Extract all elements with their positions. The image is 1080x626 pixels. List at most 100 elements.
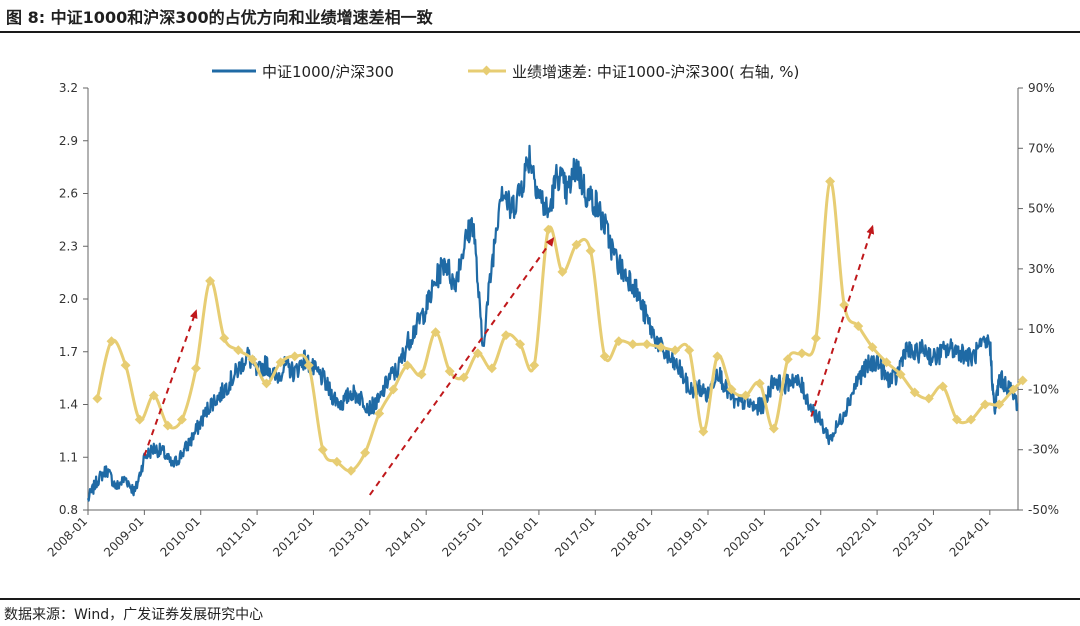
y-right-tick-label: 70% — [1028, 141, 1055, 155]
x-tick-label: 2013-01 — [327, 514, 372, 559]
growth-point-marker — [980, 399, 991, 410]
x-tick-label: 2019-01 — [665, 514, 710, 559]
growth-point-marker — [529, 360, 540, 371]
growth-point-marker — [148, 390, 159, 401]
growth-point-marker — [317, 444, 328, 455]
growth-point-marker — [951, 414, 962, 425]
growth-point-marker — [670, 345, 681, 356]
growth-point-marker — [205, 275, 216, 286]
title-divider — [0, 31, 1080, 33]
x-tick-label: 2020-01 — [721, 514, 766, 559]
growth-point-marker — [106, 336, 117, 347]
y-right-tick-label: -30% — [1028, 443, 1059, 457]
x-tick-label: 2009-01 — [101, 514, 146, 559]
growth-point-marker — [599, 351, 610, 362]
y-right-tick-label: -50% — [1028, 503, 1059, 517]
growth-point-marker — [501, 330, 511, 341]
y-left-tick-label: 1.7 — [59, 345, 78, 359]
growth-point-marker — [360, 447, 371, 458]
x-tick-label: 2018-01 — [608, 514, 653, 559]
growth-point-marker — [613, 336, 624, 347]
growth-point-marker — [909, 387, 920, 398]
x-tick-label: 2023-01 — [890, 514, 935, 559]
legend-ratio-label: 中证1000/沪深300 — [262, 63, 394, 81]
growth-point-marker — [839, 300, 850, 310]
growth-point-marker — [994, 399, 1005, 410]
growth-point-marker — [416, 369, 427, 380]
x-tick-label: 2021-01 — [777, 514, 822, 559]
growth-point-marker — [458, 372, 469, 383]
x-tick-label: 2017-01 — [552, 514, 597, 559]
growth-point-marker — [895, 369, 906, 380]
y-right-tick-label: 90% — [1028, 81, 1055, 95]
growth-point-marker — [656, 342, 666, 353]
y-right-tick-label: -10% — [1028, 382, 1059, 396]
trend-arrow — [368, 237, 555, 496]
x-tick-label: 2008-01 — [45, 514, 90, 559]
series-line-ratio — [86, 144, 1019, 502]
y-left-tick-label: 2.3 — [59, 239, 78, 253]
growth-point-marker — [289, 351, 300, 362]
growth-point-marker — [247, 354, 258, 365]
growth-point-marker — [923, 393, 934, 404]
x-tick-label: 2015-01 — [439, 514, 484, 559]
trend-arrow — [143, 309, 198, 457]
x-tick-label: 2011-01 — [214, 514, 259, 559]
y-left-tick-label: 3.2 — [59, 81, 78, 95]
growth-point-marker — [966, 414, 976, 425]
growth-point-marker — [881, 357, 892, 368]
growth-point-marker — [698, 426, 709, 437]
growth-point-marker — [796, 348, 807, 359]
growth-point-marker — [768, 423, 779, 434]
growth-point-marker — [754, 378, 765, 389]
growth-point-marker — [825, 176, 836, 187]
growth-point-marker — [853, 321, 864, 332]
growth-point-marker — [486, 363, 497, 374]
y-right-tick-label: 10% — [1028, 322, 1055, 336]
growth-point-marker — [811, 333, 821, 344]
growth-point-marker — [120, 360, 131, 371]
growth-point-marker — [402, 360, 413, 371]
growth-point-marker — [162, 420, 173, 431]
x-tick-label: 2022-01 — [834, 514, 879, 559]
growth-point-marker — [233, 345, 244, 356]
growth-point-marker — [261, 378, 272, 389]
growth-point-marker — [388, 384, 399, 395]
growth-point-marker — [219, 333, 230, 344]
x-tick-label: 2016-01 — [496, 514, 541, 559]
y-left-tick-label: 1.4 — [59, 398, 78, 412]
growth-point-marker — [726, 384, 737, 395]
chart-svg: 中证1000/沪深300 业绩增速差: 中证1000-沪深300( 右轴, %)… — [45, 63, 1059, 560]
growth-point-marker — [303, 360, 314, 371]
growth-point-marker — [331, 456, 342, 467]
x-tick-label: 2012-01 — [270, 514, 315, 559]
axes: 0.8 1.1 1.4 1.7 2.0 2.3 2.6 2.9 3.2 -50% -30% -10% 1… — [45, 81, 1059, 560]
growth-point-marker — [346, 465, 356, 476]
figure-title: 图 8: 中证1000和沪深300的占优方向和业绩增速差相一致 — [6, 8, 433, 27]
x-tick-label: 2014-01 — [383, 514, 428, 559]
trend-arrows — [143, 224, 875, 496]
growth-point-marker — [571, 239, 582, 250]
growth-point-marker — [374, 408, 385, 419]
growth-point-marker — [712, 351, 723, 362]
source-note: 数据来源：Wind，广发证券发展研究中心 — [4, 607, 264, 623]
y-left-tick-label: 1.1 — [59, 450, 78, 464]
growth-point-marker — [782, 354, 793, 365]
plot-area — [86, 144, 1028, 502]
x-tick-label: 2010-01 — [157, 514, 202, 559]
growth-point-marker — [134, 414, 145, 425]
growth-point-marker — [444, 366, 455, 377]
growth-point-marker — [543, 224, 554, 235]
growth-point-marker — [515, 339, 526, 350]
series-line-growth — [95, 179, 1024, 473]
growth-point-marker — [585, 245, 596, 256]
trend-arrow — [810, 224, 875, 417]
y-left-tick-label: 2.6 — [59, 187, 78, 201]
growth-point-marker — [430, 327, 441, 338]
growth-point-marker — [557, 266, 568, 277]
y-right-tick-label: 50% — [1028, 202, 1055, 216]
growth-point-marker — [191, 363, 201, 374]
growth-point-marker — [684, 345, 695, 356]
growth-point-marker — [641, 339, 652, 350]
growth-point-marker — [176, 414, 187, 425]
